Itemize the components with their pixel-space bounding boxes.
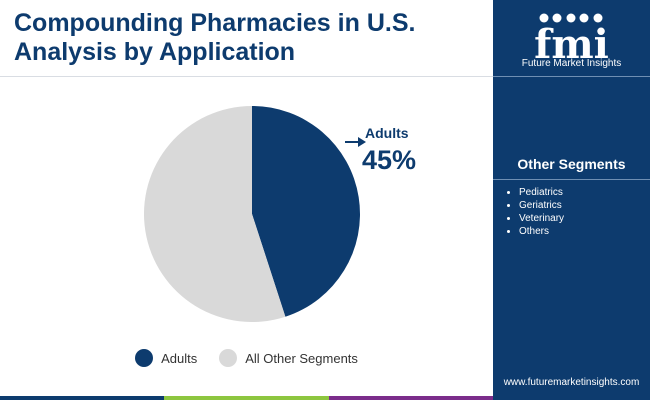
logo-icon-dot-2 — [552, 13, 562, 23]
legend-swatch-adults — [135, 349, 154, 367]
brand-name: Future Market Insights — [521, 58, 622, 69]
pie-slice-adults — [252, 106, 360, 317]
main-panel: Compounding Pharmacies in U.S. Analysis … — [0, 9, 493, 400]
segment-item-geriatrics: Geriatrics — [507, 199, 564, 212]
segment-item-veterinary: Veterinary — [507, 212, 564, 225]
legend-label-adults: Adults — [161, 350, 198, 366]
bottom-color-bar — [0, 396, 493, 400]
pie-chart: Adults 45% — [143, 106, 416, 322]
logo-icon-dot-4 — [579, 13, 589, 23]
logo-text: fmi — [534, 21, 609, 68]
callout-arrow-head — [358, 137, 366, 147]
fmi-logo: fmi — [534, 13, 609, 68]
logo-icon-dot-5 — [593, 13, 603, 23]
other-segments-title: Other Segments — [517, 156, 626, 172]
legend-swatch-other — [219, 349, 238, 367]
logo-icon-dot-1 — [539, 13, 549, 23]
sidebar-divider — [493, 76, 650, 77]
callout: Adults 45% — [345, 125, 416, 175]
legend-item-other: All Other Segments — [219, 349, 358, 367]
callout-value: 45% — [362, 145, 416, 175]
website-url: www.futuremarketinsights.com — [503, 377, 640, 388]
chart-title: Compounding Pharmacies in U.S. Analysis … — [14, 9, 416, 66]
logo-icon-dot-3 — [566, 13, 576, 23]
pie-slice-all-other-segments — [143, 106, 286, 322]
other-segments-divider — [493, 179, 650, 180]
bottom-bar-purple — [328, 396, 493, 400]
legend-item-adults: Adults — [135, 349, 197, 367]
other-segments-list: Pediatrics Geriatrics Veterinary Others — [507, 186, 564, 238]
callout-label: Adults — [365, 125, 409, 141]
chart-legend: Adults All Other Segments — [0, 346, 493, 370]
bottom-bar-green — [164, 396, 329, 400]
legend-label-other: All Other Segments — [245, 350, 358, 366]
bottom-bar-blue — [0, 396, 165, 400]
title-divider — [0, 76, 493, 77]
logo-icons — [539, 13, 603, 23]
segment-item-others: Others — [507, 225, 564, 238]
sidebar: fmi Future Market Insights Other Segment… — [493, 0, 650, 400]
segment-item-pediatrics: Pediatrics — [507, 186, 564, 199]
